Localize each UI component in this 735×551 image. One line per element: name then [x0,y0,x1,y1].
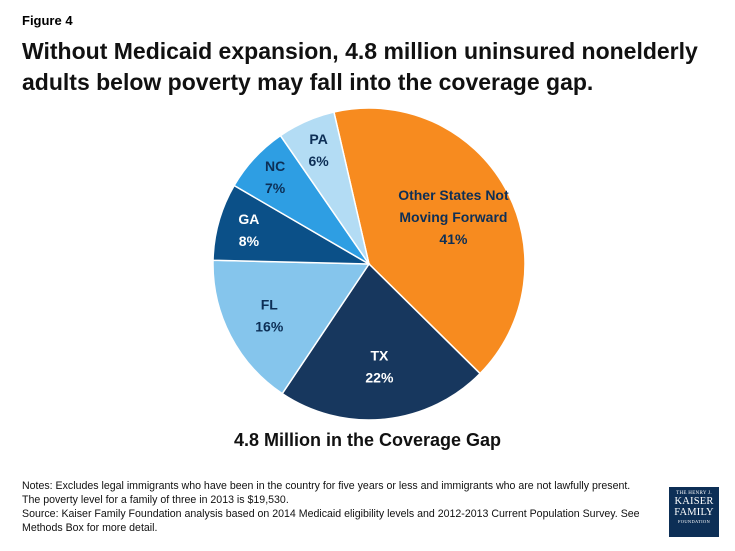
figure-label: Figure 4 [22,13,73,28]
chart-title: Without Medicaid expansion, 4.8 million … [22,38,698,95]
pie-slice-other-states-not-moving-forward [333,107,526,375]
slice-value-tx: 22% [365,369,394,385]
slice-name-other-states-not-moving-forward: Moving Forward [399,209,507,225]
slice-value-fl: 16% [255,319,284,335]
notes-line-4: Methods Box for more detail. [22,522,158,534]
notes: Notes: Excludes legal immigrants who hav… [22,479,662,535]
slice-name-nc: NC [265,158,285,174]
pie-slice-tx [281,262,482,421]
notes-line-1: Notes: Excludes legal immigrants who hav… [22,480,631,492]
chart-subtitle: 4.8 Million in the Coverage Gap [233,430,502,450]
slice-label-pa: PA 6% [309,131,330,169]
slice-name-fl: FL [261,297,279,313]
logo-line-1: THE HENRY J. [676,491,712,496]
slice-name-pa: PA [309,131,327,147]
logo-line-3: FAMILY [674,507,714,518]
pie-slice-fl [212,259,371,395]
pie-chart: Other States Not Moving Forward 41% TX 22% FL… [212,107,526,421]
slice-label-ga: GA 8% [238,211,259,249]
notes-line-2: The poverty level for a family of three … [22,494,289,506]
logo-line-2: KAISER [674,496,714,507]
slice-label-other-states-not-moving-forward: Other States Not Moving Forward 41% [398,187,509,247]
slice-value-nc: 7% [265,180,286,196]
slice-name-ga: GA [238,211,259,227]
slice-name-other-states-not-moving-forward: Other States Not [398,187,509,203]
slice-label-nc: NC 7% [265,158,286,196]
slice-value-other-states-not-moving-forward: 41% [439,231,468,247]
slice-name-tx: TX [370,347,389,363]
notes-line-3: Source: Kaiser Family Foundation analysi… [22,508,640,520]
slice-label-fl: FL 16% [255,297,284,335]
kaiser-logo: THE HENRY J. KAISER FAMILY FOUNDATION [669,487,719,537]
slice-label-tx: TX 22% [365,347,394,385]
slice-value-pa: 6% [309,153,330,169]
logo-line-4: FOUNDATION [678,519,710,524]
pie-slice-pa [279,111,370,265]
slice-value-ga: 8% [239,233,260,249]
